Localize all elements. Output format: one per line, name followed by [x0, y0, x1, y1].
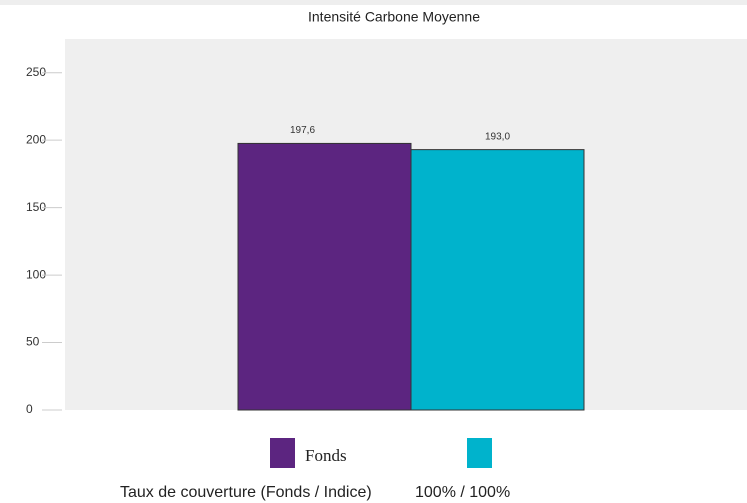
footer-value: 100% / 100% — [415, 484, 510, 501]
value-label: 193,0 — [485, 131, 510, 142]
y-tick-label: 100 — [26, 267, 46, 281]
bar — [410, 149, 585, 411]
legend-label: Fonds — [305, 446, 347, 465]
top-band — [0, 0, 747, 5]
legend-swatch — [467, 438, 492, 468]
value-label: 197,6 — [290, 125, 315, 136]
y-tick-label: 50 — [26, 335, 40, 349]
y-tick-label: 250 — [26, 65, 46, 79]
chart-title: Intensité Carbone Moyenne — [308, 9, 480, 25]
bar — [237, 142, 412, 411]
legend-swatch — [270, 438, 295, 468]
y-tick-label: 200 — [26, 132, 46, 146]
y-tick-label: 0 — [26, 402, 33, 416]
footer-label: Taux de couverture (Fonds / Indice) — [120, 484, 372, 501]
y-tick-label: 150 — [26, 200, 46, 214]
